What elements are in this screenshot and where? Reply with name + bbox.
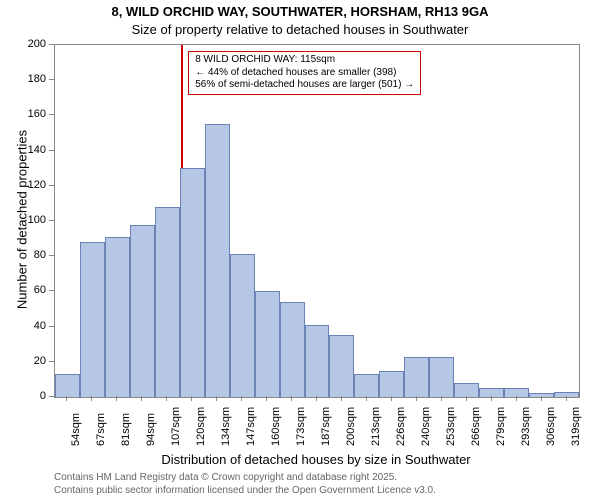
xtick-label: 266sqm xyxy=(470,407,482,446)
xtick-label: 240sqm xyxy=(420,407,432,446)
xtick-label: 160sqm xyxy=(270,407,282,446)
histogram-bar xyxy=(55,374,80,397)
xtick-label: 120sqm xyxy=(195,407,207,446)
histogram-bar xyxy=(404,357,429,397)
xtick-mark xyxy=(241,396,242,401)
xtick-label: 134sqm xyxy=(220,407,232,446)
histogram-bar xyxy=(429,357,454,397)
xtick-label: 319sqm xyxy=(570,407,582,446)
ytick-mark xyxy=(49,290,54,291)
ytick-mark xyxy=(49,220,54,221)
histogram-bar xyxy=(354,374,379,397)
histogram-bar xyxy=(454,383,479,397)
ytick-label: 20 xyxy=(34,355,46,367)
xtick-mark xyxy=(191,396,192,401)
histogram-bar xyxy=(529,393,554,397)
chart-container: 8, WILD ORCHID WAY, SOUTHWATER, HORSHAM,… xyxy=(0,0,600,500)
xtick-mark xyxy=(166,396,167,401)
xtick-label: 253sqm xyxy=(445,407,457,446)
xtick-mark xyxy=(216,396,217,401)
ytick-label: 80 xyxy=(34,249,46,261)
histogram-bar xyxy=(155,207,180,397)
ytick-label: 60 xyxy=(34,284,46,296)
xtick-label: 187sqm xyxy=(320,407,332,446)
histogram-bar xyxy=(230,254,255,397)
ytick-label: 0 xyxy=(40,390,46,402)
histogram-bar xyxy=(180,168,205,397)
annotation-line3: 56% of semi-detached houses are larger (… xyxy=(195,79,414,92)
xtick-mark xyxy=(316,396,317,401)
xtick-mark xyxy=(541,396,542,401)
xtick-mark xyxy=(116,396,117,401)
footer-line1: Contains HM Land Registry data © Crown c… xyxy=(54,472,397,483)
footer-line2: Contains public sector information licen… xyxy=(54,485,436,496)
chart-title-line1: 8, WILD ORCHID WAY, SOUTHWATER, HORSHAM,… xyxy=(0,4,600,19)
xtick-mark xyxy=(66,396,67,401)
ytick-mark xyxy=(49,185,54,186)
histogram-bar xyxy=(479,388,504,397)
ytick-mark xyxy=(49,255,54,256)
histogram-bar xyxy=(105,237,130,397)
histogram-bar xyxy=(504,388,529,397)
annotation-line1: 8 WILD ORCHID WAY: 115sqm xyxy=(195,54,414,67)
xtick-label: 173sqm xyxy=(295,407,307,446)
xtick-label: 200sqm xyxy=(345,407,357,446)
annotation-box: 8 WILD ORCHID WAY: 115sqm ← 44% of detac… xyxy=(188,51,421,95)
ytick-label: 180 xyxy=(28,73,46,85)
ytick-mark xyxy=(49,79,54,80)
histogram-bar xyxy=(305,325,330,397)
ytick-mark xyxy=(49,114,54,115)
chart-title-line2: Size of property relative to detached ho… xyxy=(0,22,600,37)
xtick-mark xyxy=(141,396,142,401)
xtick-mark xyxy=(341,396,342,401)
histogram-bar xyxy=(80,242,105,397)
histogram-bar xyxy=(329,335,354,397)
xtick-mark xyxy=(366,396,367,401)
ytick-mark xyxy=(49,44,54,45)
histogram-bar xyxy=(554,392,579,397)
xtick-mark xyxy=(391,396,392,401)
xtick-mark xyxy=(466,396,467,401)
xtick-mark xyxy=(441,396,442,401)
xtick-label: 226sqm xyxy=(395,407,407,446)
ytick-label: 40 xyxy=(34,320,46,332)
xtick-label: 94sqm xyxy=(145,413,157,446)
xtick-label: 67sqm xyxy=(95,413,107,446)
xtick-mark xyxy=(266,396,267,401)
histogram-bar xyxy=(379,371,404,397)
histogram-bar xyxy=(280,302,305,397)
plot-area: 8 WILD ORCHID WAY: 115sqm ← 44% of detac… xyxy=(54,44,580,398)
ytick-label: 200 xyxy=(28,38,46,50)
x-axis-label: Distribution of detached houses by size … xyxy=(54,452,578,467)
histogram-bar xyxy=(130,225,155,397)
ytick-label: 160 xyxy=(28,108,46,120)
xtick-mark xyxy=(416,396,417,401)
xtick-mark xyxy=(516,396,517,401)
xtick-label: 107sqm xyxy=(170,407,182,446)
ytick-label: 120 xyxy=(28,179,46,191)
ytick-mark xyxy=(49,361,54,362)
ytick-mark xyxy=(49,396,54,397)
ytick-mark xyxy=(49,150,54,151)
xtick-label: 81sqm xyxy=(120,413,132,446)
xtick-mark xyxy=(91,396,92,401)
histogram-bar xyxy=(255,291,280,397)
xtick-label: 306sqm xyxy=(545,407,557,446)
xtick-label: 147sqm xyxy=(245,407,257,446)
ytick-mark xyxy=(49,326,54,327)
xtick-mark xyxy=(291,396,292,401)
ytick-label: 100 xyxy=(28,214,46,226)
xtick-label: 54sqm xyxy=(70,413,82,446)
xtick-label: 213sqm xyxy=(370,407,382,446)
annotation-line2: ← 44% of detached houses are smaller (39… xyxy=(195,67,414,80)
xtick-mark xyxy=(491,396,492,401)
xtick-label: 293sqm xyxy=(520,407,532,446)
histogram-bar xyxy=(205,124,230,397)
xtick-mark xyxy=(566,396,567,401)
xtick-label: 279sqm xyxy=(495,407,507,446)
ytick-label: 140 xyxy=(28,144,46,156)
